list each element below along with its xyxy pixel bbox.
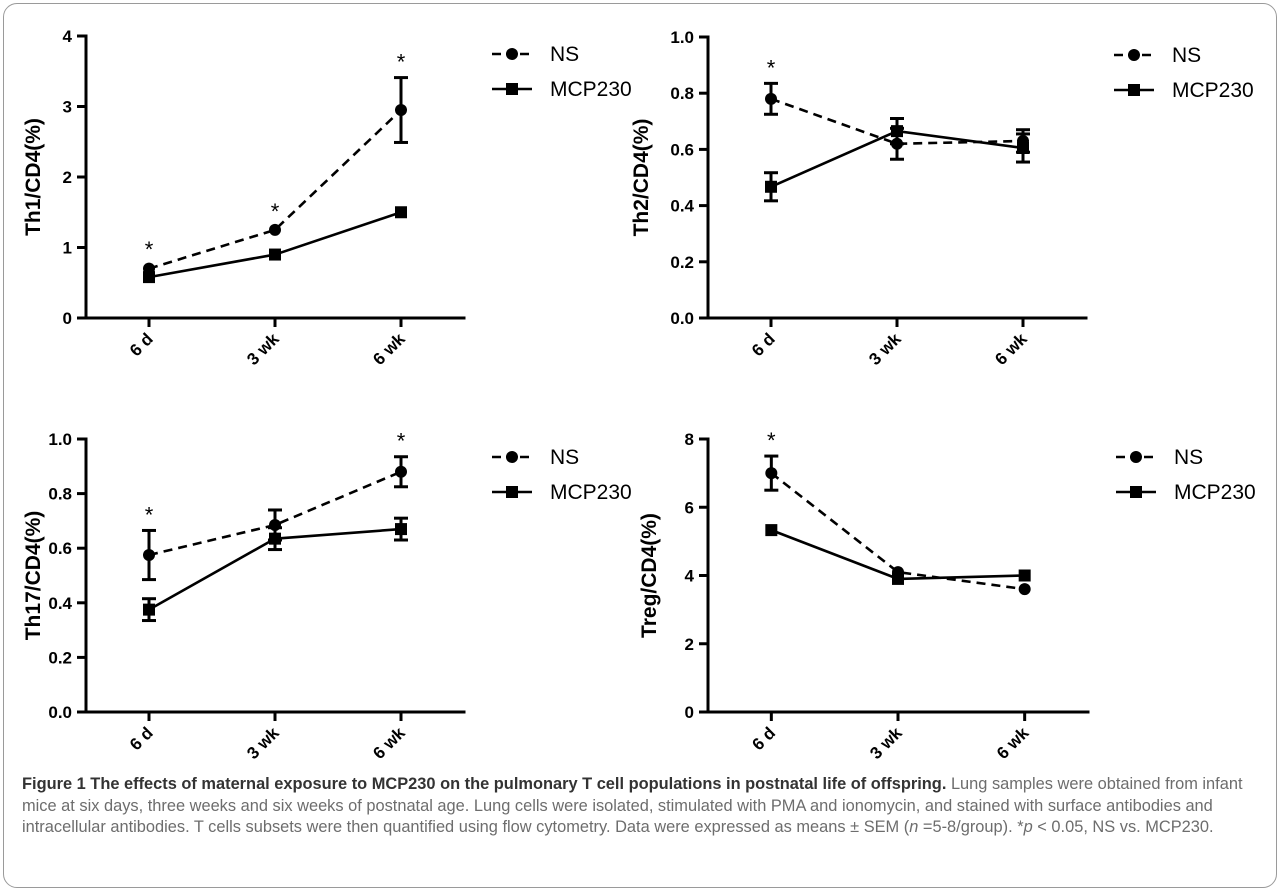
data-point-mcp230 [892,572,904,585]
significance-marker: * [145,502,154,527]
y-axis-title: Th2/CD4(%) [630,119,653,237]
data-point-mcp230 [269,248,281,261]
caption-body-3: < 0.05, NS vs. MCP230. [1032,818,1214,836]
caption-title: Figure 1 The effects of maternal exposur… [22,775,947,793]
legend-marker-ns [1130,451,1142,463]
data-point-ns [395,104,407,117]
significance-marker: * [767,55,776,80]
caption-n-symbol: n [909,818,919,836]
data-point-mcp230 [891,125,903,138]
legend-marker-ns [506,451,518,463]
y-tick-label: 0.0 [48,703,72,722]
data-point-ns [395,465,407,478]
data-point-ns [765,92,777,105]
legend-marker-ns [506,48,518,60]
significance-marker: * [145,237,154,262]
y-tick-label: 0 [63,309,72,328]
legend-label-ns: NS [1174,446,1203,469]
legend-marker-mcp230 [506,486,518,498]
data-point-mcp230 [1017,141,1029,154]
data-point-ns [765,467,778,480]
y-tick-label: 0.0 [670,309,694,328]
y-tick-label: 0 [685,703,694,722]
y-tick-label: 0.8 [48,485,72,504]
x-tick-label: 6 wk [993,723,1033,763]
x-tick-label: 3 wk [243,723,283,763]
y-tick-label: 4 [685,567,695,586]
data-point-mcp230 [1018,569,1031,582]
x-tick-label: 3 wk [865,329,905,369]
y-tick-label: 1.0 [48,430,72,449]
chart-panel-bottom-left: 0.0 0.2 0.4 0.6 0.8 1.0 6 d 3 wk 6 wk Th17/CD4(%)… [22,429,632,763]
x-tick-label: 6 wk [369,329,409,369]
legend-marker-ns [1128,49,1140,61]
y-tick-label: 8 [685,430,694,449]
data-point-mcp230 [143,603,155,616]
x-tick-label: 3 wk [243,329,283,369]
y-tick-label: 2 [63,168,72,187]
legend-label-mcp230: MCP230 [1172,79,1254,102]
y-tick-label: 1.0 [670,28,694,47]
y-axis-title: Th1/CD4(%) [22,118,45,236]
data-point-ns [269,223,281,236]
caption-p-symbol: p [1023,818,1033,836]
x-tick-label: 3 wk [866,723,906,763]
figure-frame [3,3,1277,888]
y-tick-label: 0.6 [670,140,694,159]
legend-label-mcp230: MCP230 [1174,481,1256,504]
y-tick-label: 1 [63,239,72,258]
legend-label-ns: NS [1172,44,1201,67]
x-tick-label: 6 d [126,329,157,360]
chart-panel-bottom-right: 0 2 4 6 8 6 d 3 wk 6 wk Treg/CD4(%) * NS MCP230 [638,428,1256,763]
legend-label-ns: NS [550,446,579,469]
y-tick-label: 0.8 [670,84,694,103]
chart-panel-top-left: 0 1 2 3 4 6 d 3 wk 6 wk Th1/CD4(%) * * * NS MCP230 [22,27,632,369]
data-point-mcp230 [269,532,281,545]
significance-marker: * [271,199,280,224]
y-tick-label: 0.6 [48,539,72,558]
data-point-mcp230 [395,206,407,219]
caption-body-1: Lung samples were obtained from infant m… [22,775,1243,836]
legend-label-mcp230: MCP230 [550,78,632,101]
legend-label-ns: NS [550,43,579,66]
y-tick-label: 4 [63,27,73,46]
y-tick-label: 0.2 [670,253,694,272]
figure-caption: Figure 1 The effects of maternal exposur… [22,774,1262,839]
y-axis-title: Treg/CD4(%) [638,513,661,638]
x-tick-label: 6 d [748,723,779,754]
significance-marker: * [397,429,406,454]
data-point-ns [143,549,155,562]
caption-body-2: =5-8/group). * [918,818,1024,836]
x-tick-label: 6 wk [369,723,409,763]
data-point-mcp230 [395,523,407,536]
legend-label-mcp230: MCP230 [550,481,632,504]
series-line-ns [148,109,402,270]
y-tick-label: 3 [63,98,72,117]
y-tick-label: 0.2 [48,648,72,667]
chart-panel-top-right: 0.0 0.2 0.4 0.6 0.8 1.0 6 d 3 wk 6 wk Th2/CD4(%) *… [630,28,1254,369]
x-tick-label: 6 d [126,723,157,754]
significance-marker: * [397,50,406,75]
y-tick-label: 6 [685,498,694,517]
data-point-mcp230 [765,524,778,537]
y-tick-label: 2 [685,635,694,654]
x-tick-label: 6 d [748,329,779,360]
legend-marker-mcp230 [1128,84,1140,96]
x-tick-label: 6 wk [991,329,1031,369]
data-point-mcp230 [143,271,155,284]
data-point-mcp230 [765,180,777,193]
y-tick-label: 0.4 [670,197,694,216]
y-axis-title: Th17/CD4(%) [22,511,45,641]
data-point-ns [1018,583,1031,596]
significance-marker: * [767,428,776,453]
series-line-ns [770,472,1025,591]
legend-marker-mcp230 [506,83,518,95]
y-tick-label: 0.4 [48,594,72,613]
legend-marker-mcp230 [1130,486,1142,498]
